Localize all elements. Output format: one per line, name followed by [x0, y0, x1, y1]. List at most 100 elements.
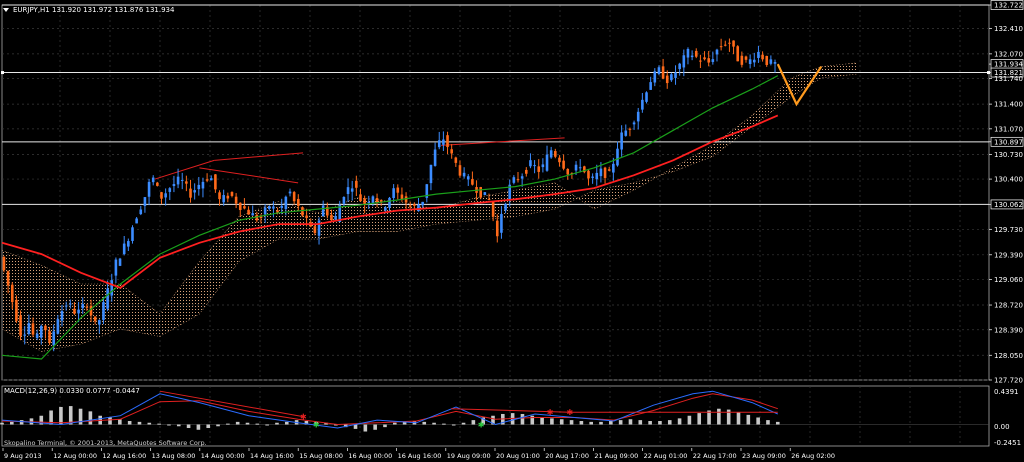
- price-chart[interactable]: 132.722 132.410 132.070 131.934131.821131.7…: [0, 0, 1024, 383]
- candle-body: [305, 215, 308, 219]
- macd-hist-bar: [314, 421, 319, 425]
- candle-body: [201, 181, 205, 189]
- candle-body: [48, 331, 51, 343]
- macd-hist-bar: [127, 420, 132, 425]
- macd-hist-bar: [88, 411, 93, 425]
- price-label: 132.410: [994, 25, 1023, 33]
- macd-hist-bar: [520, 413, 525, 425]
- candle-body: [504, 203, 507, 211]
- macd-hist-bar: [19, 420, 24, 425]
- candle-body: [388, 197, 391, 208]
- macd-hist-bar: [550, 418, 554, 425]
- macd-hist-bar: [422, 421, 427, 425]
- candle-body: [189, 188, 192, 198]
- time-label: 22 Aug 17:00: [693, 452, 737, 460]
- price-label: 129.390: [994, 251, 1023, 259]
- candle-body: [139, 209, 143, 215]
- candle-body: [607, 169, 611, 171]
- macd-trend-lines[interactable]: ✱ ✱ ✱ ✱ ✱: [159, 390, 778, 430]
- macd-hist-bar: [393, 422, 397, 425]
- candle-body: [102, 302, 105, 320]
- candle-body: [27, 323, 31, 334]
- macd-hist-bar: [68, 406, 73, 425]
- macd-hist-bar: [402, 421, 407, 425]
- macd-hist-bar: [118, 419, 122, 425]
- macd-panel[interactable]: ✱ ✱ ✱ ✱ ✱ MACD(12,26,9) 0.0330 0.0777 -0.044…: [0, 384, 1024, 448]
- candle-body: [243, 206, 246, 209]
- level-marker-right: [987, 71, 990, 75]
- candle-body: [164, 193, 167, 198]
- trend-line[interactable]: [154, 159, 215, 180]
- time-label: 13 Aug 08:00: [152, 452, 196, 460]
- macd-lines: [1, 390, 779, 429]
- macd-hist-bar: [196, 424, 201, 430]
- macd-hist-bar: [658, 420, 662, 425]
- trend-line[interactable]: [441, 137, 565, 146]
- candle-body: [172, 184, 176, 187]
- macd-trend-line[interactable]: [451, 408, 570, 413]
- time-label: 23 Aug 09:00: [742, 452, 786, 460]
- candle-body: [296, 198, 300, 206]
- time-label: 20 Aug 01:00: [496, 452, 540, 460]
- macd-hist-bar: [766, 420, 770, 425]
- chart-menu-arrow-icon[interactable]: [3, 8, 9, 12]
- candle-body: [728, 42, 731, 44]
- candle-body: [160, 192, 163, 199]
- candle-body: [334, 216, 337, 220]
- candle-body: [624, 130, 628, 136]
- candle-body: [77, 309, 80, 314]
- candle-body: [379, 200, 383, 203]
- price-label: 130.400: [994, 176, 1023, 184]
- macd-hist-bar: [579, 420, 584, 425]
- candle-body: [2, 256, 6, 271]
- candle-body: [661, 66, 665, 79]
- macd-hist-bar: [756, 417, 760, 425]
- candle-body: [429, 164, 433, 184]
- candle-body: [230, 192, 234, 196]
- macd-trend-line[interactable]: [159, 390, 304, 418]
- candle-body: [769, 59, 773, 64]
- copyright-text: Skopalino Terminal, © 2001-2013, MetaQuo…: [4, 439, 207, 447]
- trend-lines[interactable]: [154, 137, 565, 184]
- candle-body: [259, 216, 263, 218]
- price-label: 128.050: [994, 352, 1023, 360]
- candle-body: [69, 303, 72, 305]
- candle-body: [446, 135, 449, 148]
- candle-body: [209, 178, 213, 181]
- candle-body: [143, 197, 147, 206]
- macd-hist-bar: [235, 421, 240, 425]
- candle-body: [483, 192, 487, 196]
- candle-body: [686, 48, 690, 58]
- candle-body: [234, 196, 238, 204]
- candle-body: [408, 205, 412, 207]
- candle-body: [156, 182, 159, 186]
- price-label: 129.060: [994, 276, 1023, 284]
- price-label: 131.400: [994, 101, 1023, 109]
- candle-body: [719, 46, 723, 48]
- candle-body: [632, 122, 636, 125]
- candle-body: [413, 204, 416, 206]
- macd-hist-bar: [648, 420, 652, 425]
- candle-body: [740, 55, 744, 65]
- candle-body: [707, 58, 710, 63]
- cloud-span-a: [1, 62, 857, 315]
- time-label: 12 Aug 00:00: [53, 452, 97, 460]
- macd-axis-top: 0.4391: [994, 388, 1019, 396]
- trend-line[interactable]: [199, 167, 299, 184]
- candle-body: [384, 207, 387, 211]
- macd-hist-bar: [530, 415, 535, 425]
- trend-line[interactable]: [214, 152, 304, 161]
- candle-body: [6, 271, 10, 286]
- candle-body: [417, 204, 420, 212]
- macd-hist-bar: [589, 421, 594, 425]
- candle-body: [135, 218, 138, 224]
- macd-hist-bar: [265, 424, 269, 426]
- candle-body: [222, 195, 225, 203]
- macd-marker: ✱: [567, 408, 574, 417]
- horizontal-levels[interactable]: [2, 4, 989, 205]
- price-label: 130.730: [994, 151, 1023, 159]
- candle-body: [342, 197, 346, 204]
- price-label: 130.897: [994, 138, 1023, 146]
- candle-body: [711, 59, 715, 62]
